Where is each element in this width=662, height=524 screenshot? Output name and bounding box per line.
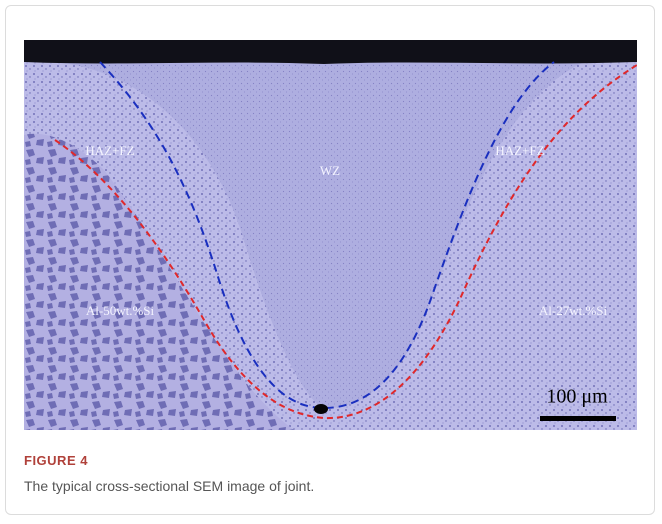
figure-caption: The typical cross-sectional SEM image of… <box>24 478 314 494</box>
region-label: HAZ+FZ <box>495 143 544 158</box>
scale-bar-label: 100 μm <box>546 386 608 408</box>
page: HAZ+FZ WZ HAZ+FZ Al-50wt.%Si Al-27wt.%Si… <box>0 0 662 524</box>
sem-image: HAZ+FZ WZ HAZ+FZ Al-50wt.%Si Al-27wt.%Si… <box>24 40 637 430</box>
region-label: Al-27wt.%Si <box>539 303 608 318</box>
region-label: WZ <box>320 163 340 178</box>
figure-label: FIGURE 4 <box>24 453 88 468</box>
region-label: Al-50wt.%Si <box>86 303 155 318</box>
scale-bar <box>540 416 616 421</box>
region-label: HAZ+FZ <box>85 143 134 158</box>
